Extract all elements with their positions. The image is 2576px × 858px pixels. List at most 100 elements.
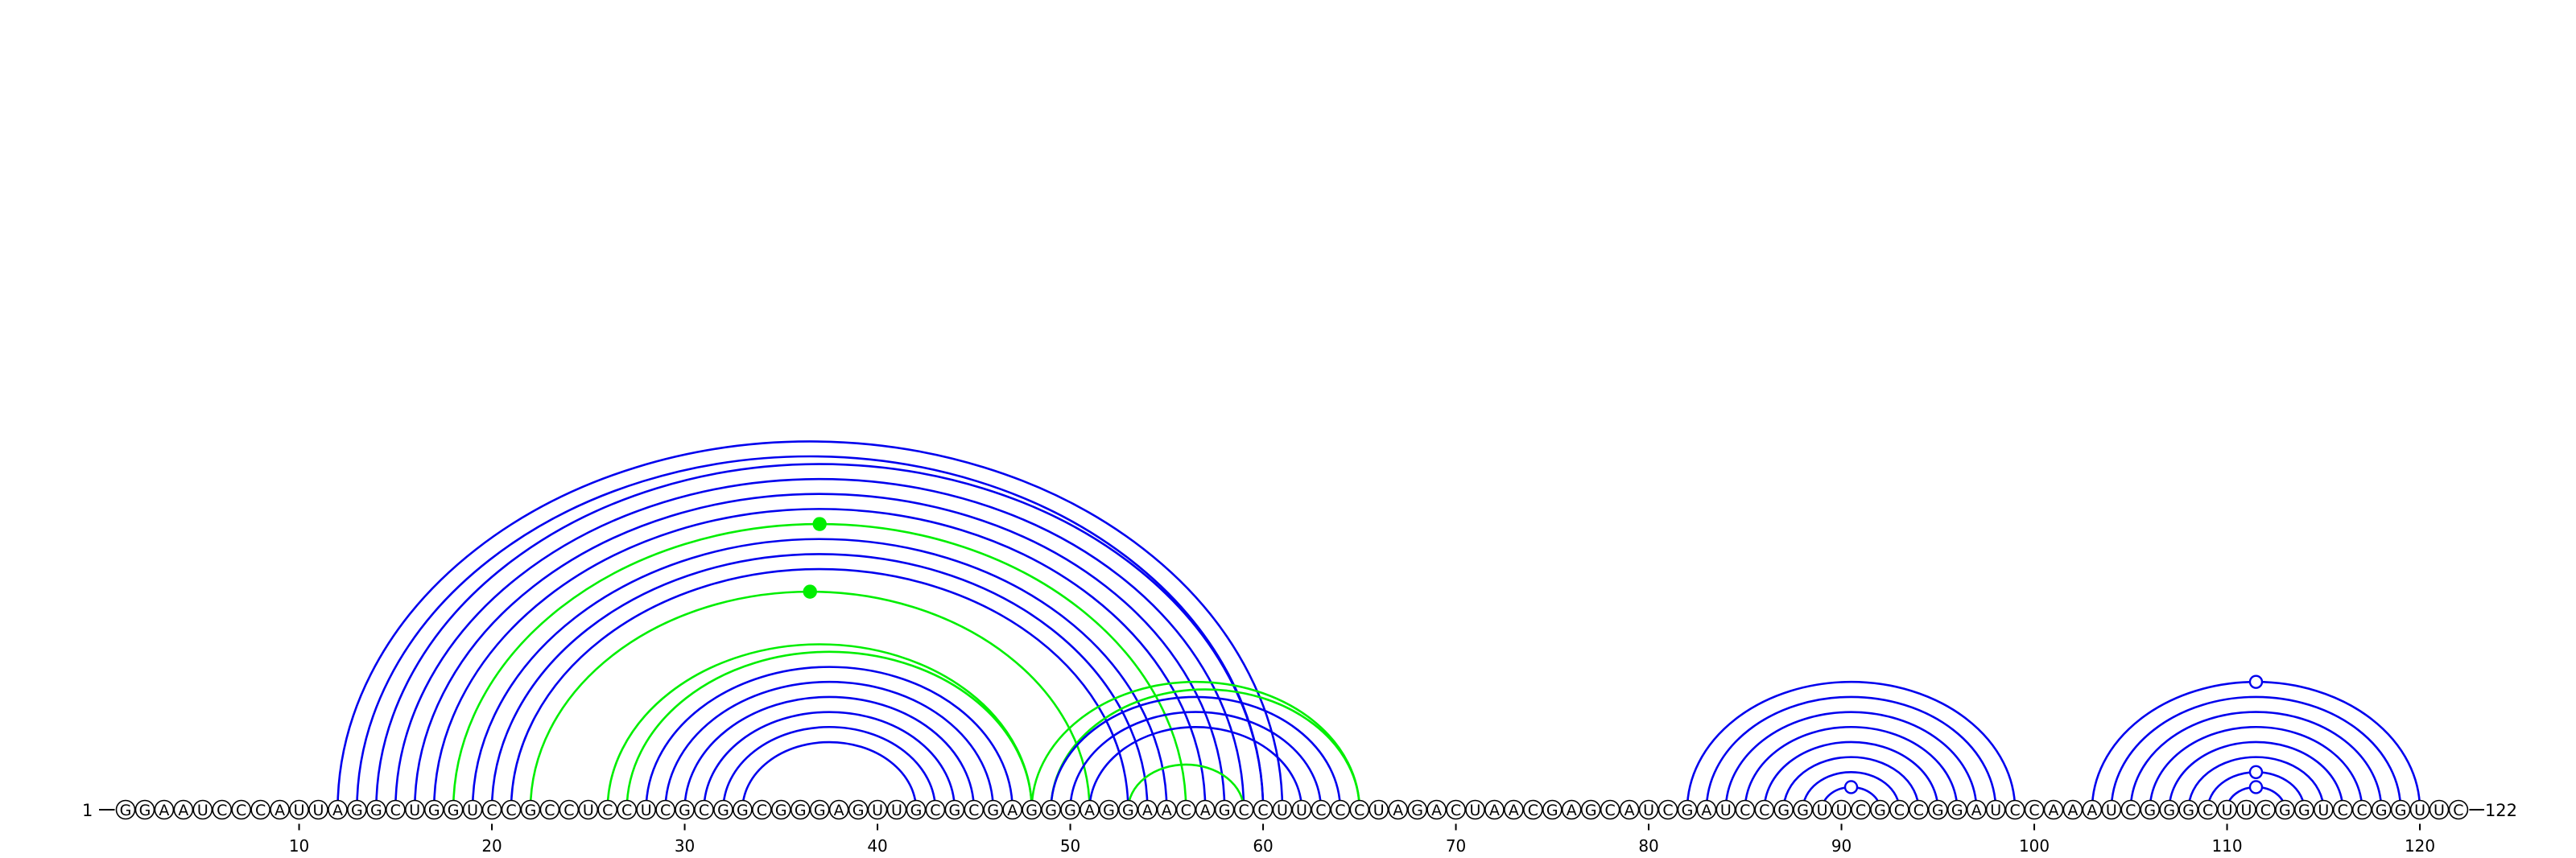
- nucleotide-69: A: [1426, 799, 1447, 820]
- base-pair-arc-14-60: [375, 463, 1265, 811]
- nucleotide-66: U: [1368, 799, 1389, 820]
- nucleotide-circle: [1889, 799, 1909, 820]
- nucleotide-circle: [1002, 799, 1022, 820]
- nucleotide-letter: C: [390, 802, 401, 819]
- nucleotide-31: C: [694, 799, 714, 820]
- axis-tick-label: 70: [1446, 836, 1466, 856]
- nucleotide-letter: A: [1567, 802, 1577, 819]
- nucleotide-letter: U: [294, 802, 305, 819]
- nucleotide-circle: [636, 799, 656, 820]
- nucleotide-circle: [1311, 799, 1331, 820]
- nucleotide-94: C: [1909, 799, 1929, 820]
- nucleotide-circle: [1928, 799, 1948, 820]
- nucleotide-letter: A: [1007, 802, 1018, 819]
- nucleotide-circle: [906, 799, 927, 820]
- nucleotide-108: G: [2178, 799, 2198, 820]
- nucleotide-letter: U: [1296, 802, 1307, 819]
- nucleotide-43: C: [925, 799, 946, 820]
- base-pair-arc-31-44: [703, 711, 956, 811]
- base-pair-arc-88-93: [1802, 770, 1901, 811]
- nucleotide-circle: [1253, 799, 1274, 820]
- base-pair-arc-27-48: [625, 650, 1033, 811]
- nucleotide-circle: [1349, 799, 1370, 820]
- nucleotide-letter: G: [737, 802, 749, 819]
- position-axis: 10 20 30 40 50 60 70 80 90 100 110 120: [289, 823, 2435, 856]
- nucleotide-circle: [848, 799, 869, 820]
- nucleotide-circle: [2390, 799, 2411, 820]
- nucleotide-letter: C: [1315, 802, 1326, 819]
- nucleotide-circle: [2409, 799, 2430, 820]
- nucleotide-letter: G: [448, 802, 460, 819]
- nucleotide-letter: U: [872, 802, 883, 819]
- axis-tick-label: 40: [867, 836, 887, 856]
- nucleotide-letter: G: [1064, 802, 1076, 819]
- nucleotide-letter: C: [2009, 802, 2020, 819]
- nucleotide-letter: A: [2067, 802, 2078, 819]
- nucleotide-72: A: [1484, 799, 1505, 820]
- nucleotide-letter: C: [1913, 802, 1924, 819]
- nucleotide-circle: [1099, 799, 1119, 820]
- nucleotide-114: G: [2294, 799, 2314, 820]
- nucleotide-letter: C: [757, 802, 767, 819]
- nucleotide-letter: C: [1354, 802, 1364, 819]
- nucleotide-letter: A: [1431, 802, 1442, 819]
- nucleotide-letter: A: [159, 802, 169, 819]
- nucleotide-circle: [2256, 799, 2276, 820]
- nucleotide-circle: [404, 799, 425, 820]
- nucleotide-circle: [1446, 799, 1466, 820]
- nucleotide-13: G: [347, 799, 367, 820]
- nucleotide-letter: C: [236, 802, 246, 819]
- nucleotide-letter: G: [2163, 802, 2175, 819]
- base-pair-arc-107-116: [2168, 740, 2344, 811]
- nucleotide-56: C: [1175, 799, 1196, 820]
- base-pair-arc-29-46: [664, 680, 995, 811]
- nucleotide-letter: G: [814, 802, 826, 819]
- nucleotide-circle: [964, 799, 985, 820]
- base-pair-arc-104-119: [2110, 695, 2402, 811]
- nucleotide-circle: [1022, 799, 1042, 820]
- nucleotide-letter: A: [1509, 802, 1519, 819]
- nucleotide-12: A: [328, 799, 348, 820]
- nucleotide-53: G: [1118, 799, 1138, 820]
- nucleotide-letter: U: [197, 802, 208, 819]
- nucleotide-circle: [713, 799, 733, 820]
- nucleotide-65: C: [1349, 799, 1370, 820]
- base-pair-arc-87-94: [1782, 756, 1920, 811]
- nucleotide-23: C: [539, 799, 560, 820]
- base-pair-arc-33-42: [741, 740, 918, 811]
- nucleotide-circle: [578, 799, 599, 820]
- nucleotide-73: A: [1504, 799, 1524, 820]
- base-pair-arc-53-59: [1127, 763, 1245, 811]
- nucleotide-6: C: [212, 799, 233, 820]
- nucleotide-22: G: [520, 799, 541, 820]
- nucleotide-122: C: [2448, 799, 2469, 820]
- nucleotide-letter: C: [1740, 802, 1750, 819]
- base-pair-arc-16-58: [413, 493, 1226, 811]
- nucleotide-circle: [597, 799, 618, 820]
- nucleotide-circle: [231, 799, 252, 820]
- nucleotide-letter: G: [370, 802, 382, 819]
- base-pair-arc-50-63: [1069, 711, 1323, 811]
- nucleotide-25: U: [578, 799, 599, 820]
- nucleotide-letter: U: [2241, 802, 2252, 819]
- nucleotide-circle: [2024, 799, 2045, 820]
- nucleotide-letter: G: [1932, 802, 1944, 819]
- nucleotide-circle: [1851, 799, 1871, 820]
- nucleotide-letter: G: [1411, 802, 1423, 819]
- nucleotide-circle: [2371, 799, 2392, 820]
- nucleotide-34: C: [752, 799, 772, 820]
- nucleotide-circle: [1272, 799, 1293, 820]
- nucleotide-letter: G: [987, 802, 999, 819]
- nucleotide-77: G: [1580, 799, 1601, 820]
- nucleotide-letter: C: [1894, 802, 1905, 819]
- base-pair-arcs: [336, 440, 2421, 811]
- nucleotide-92: G: [1870, 799, 1890, 820]
- nucleotide-circle: [212, 799, 233, 820]
- nucleotide-4: A: [173, 799, 194, 820]
- nucleotide-103: A: [2082, 799, 2103, 820]
- nucleotide-letter: C: [2338, 802, 2348, 819]
- nucleotide-78: C: [1600, 799, 1620, 820]
- nucleotide-76: A: [1561, 799, 1582, 820]
- hairpin-marker: [1843, 780, 1859, 794]
- base-pair-arc-83-98: [1705, 695, 1997, 811]
